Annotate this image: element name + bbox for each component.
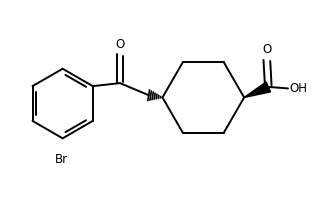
Text: Br: Br: [54, 153, 68, 167]
Polygon shape: [244, 82, 271, 97]
Text: O: O: [262, 43, 272, 56]
Text: OH: OH: [289, 82, 307, 95]
Text: O: O: [115, 38, 125, 51]
